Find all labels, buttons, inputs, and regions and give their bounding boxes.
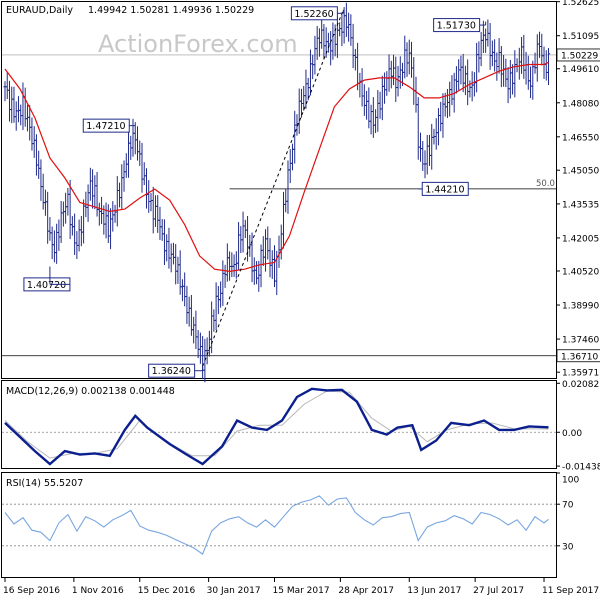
macd-y-tick-label: 0.00: [562, 429, 582, 439]
rsi-y-tick-label: 100: [562, 476, 579, 486]
x-tick-label: 28 Apr 2017: [338, 586, 394, 596]
price-y-tick-label: 1.43535: [562, 200, 599, 210]
moving-average-line: [4, 61, 549, 273]
x-tick-label: 27 Jul 2017: [473, 586, 524, 596]
price-panel: 1.52625 1.51095 1.49610 1.48080 1.46550 1.450…: [2, 0, 600, 383]
swing-label: 1.44210: [425, 184, 464, 195]
price-y-tick-label: 1.48080: [562, 99, 599, 109]
price-y-tick-label: 1.45050: [562, 167, 599, 177]
rsi-panel-frame: [1, 472, 557, 578]
price-y-tick-label: 1.35971: [562, 369, 599, 379]
price-y-tick-label: 1.51095: [562, 32, 599, 42]
rsi-title: RSI(14) 55.5207: [6, 478, 83, 489]
macd-panel: 0.020827 0.00 -0.014386: [2, 380, 600, 473]
macd-title: MACD(12,26,9) 0.002138 0.001448: [6, 386, 175, 397]
x-tick-label: 15 Dec 2016: [138, 586, 196, 596]
price-y-tick-label: 1.46550: [562, 133, 599, 143]
trendline: [202, 9, 344, 367]
price-y-tick-label: 1.38990: [562, 302, 599, 312]
macd-y-tick-label: -0.014386: [562, 463, 600, 473]
rsi-y-tick-label: 30: [562, 542, 574, 552]
swing-label: 1.36240: [152, 366, 191, 377]
price-panel-frame: [1, 1, 557, 379]
price-y-tick-label: 1.42005: [562, 234, 599, 244]
rsi-y-tick-label: 70: [562, 501, 574, 511]
x-tick-label: 30 Jan 2017: [207, 586, 261, 596]
current-price-box: [556, 48, 600, 62]
x-axis: 16 Sep 2016 1 Nov 2016 15 Dec 2016 30 Jan 2…: [3, 578, 599, 596]
price-y-tick-label: 1.52625: [562, 0, 599, 8]
rsi-panel: 100 70 30: [2, 472, 579, 555]
x-tick-label: 15 Mar 2017: [273, 586, 330, 596]
x-tick-label: 13 Jun 2017: [407, 586, 461, 596]
rsi-line: [4, 495, 549, 555]
macd-line: [4, 387, 549, 466]
macd-y-tick-label: 0.020827: [562, 380, 600, 390]
symbol-title: EURAUD,Daily: [6, 5, 73, 16]
ohlc-readout: 1.49942 1.50281 1.49936 1.50229: [88, 5, 254, 16]
level-price-label: 1.36710: [561, 352, 598, 362]
swing-label: 1.47210: [86, 121, 125, 132]
fib-level-label: 50.0: [536, 179, 555, 189]
swing-label: 1.52260: [294, 9, 333, 20]
swing-label: 1.51730: [437, 21, 476, 32]
macd-panel-frame: [1, 380, 557, 469]
price-y-tick-label: 1.49610: [562, 65, 599, 75]
swing-label: 1.40720: [27, 280, 66, 291]
price-y-tick-label: 1.40520: [562, 267, 599, 277]
level-price-box: [556, 349, 600, 363]
current-price-label: 1.50229: [561, 51, 598, 61]
price-y-tick-label: 1.37460: [562, 336, 599, 346]
x-tick-label: 11 Sep 2017: [542, 586, 599, 596]
x-tick-label: 16 Sep 2016: [3, 586, 60, 596]
watermark: ActionForex.com: [98, 30, 298, 58]
x-tick-label: 1 Nov 2016: [72, 586, 124, 596]
